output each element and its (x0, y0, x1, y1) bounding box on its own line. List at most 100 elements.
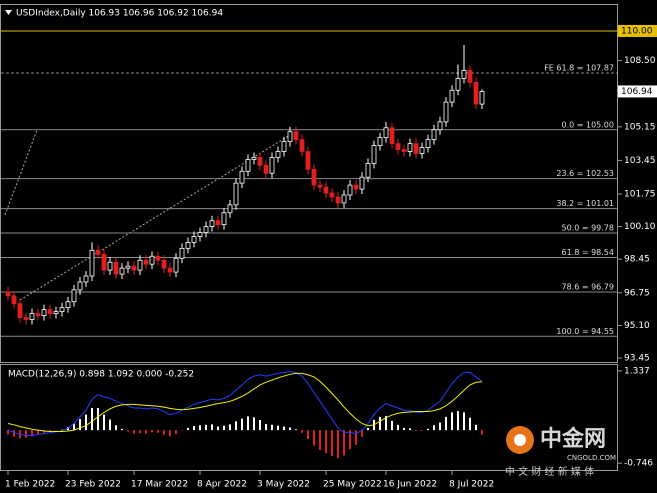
histogram-bar (415, 430, 417, 432)
histogram-bar (169, 430, 171, 437)
candle-body (101, 253, 107, 271)
candle-body (107, 261, 113, 271)
candle-body (479, 91, 485, 105)
fib-level-label: 0.0 = 105.00 (561, 120, 614, 129)
histogram-bar (187, 427, 189, 431)
histogram-bar (367, 427, 369, 431)
candle-body (455, 77, 461, 91)
candle-body (131, 265, 137, 271)
candle-body (5, 291, 11, 297)
candle-body (17, 303, 23, 318)
candle-body (359, 176, 365, 190)
candle-body (347, 184, 353, 196)
watermark-brand: 中金网 (540, 426, 606, 452)
histogram-bar (343, 430, 345, 456)
candle-body (167, 267, 173, 273)
y-tick-label: 95.10 (624, 321, 650, 331)
candle-body (233, 182, 239, 206)
histogram-bar (85, 414, 87, 431)
fib-level-label: 23.6 = 102.53 (556, 169, 614, 178)
candle-body (305, 151, 311, 170)
histogram-bar (103, 414, 105, 431)
histogram-bar (181, 430, 183, 431)
last-price-label: 106.94 (621, 87, 653, 97)
fib-trendline (4, 129, 38, 216)
histogram-bar (229, 424, 231, 431)
candle-body (437, 121, 443, 131)
histogram-bar (193, 426, 195, 431)
histogram-bar (307, 430, 309, 439)
candle-body (365, 162, 371, 178)
histogram-bar (31, 430, 33, 437)
x-tick-label: 8 Jul 2022 (449, 480, 494, 490)
histogram-bar (157, 430, 159, 433)
candle-body (149, 255, 155, 265)
candle-body (353, 184, 359, 190)
candle-body (419, 147, 425, 154)
macd-frame (0, 364, 618, 471)
histogram-bar (481, 430, 483, 435)
fib-trendline (19, 134, 291, 301)
histogram-bar (463, 412, 465, 431)
candle-body (317, 184, 323, 188)
candle-body (65, 301, 71, 309)
candle-body (47, 309, 53, 314)
y-tick-label: 93.45 (624, 354, 650, 364)
histogram-bar (253, 417, 255, 431)
histogram-bar (439, 422, 441, 431)
indicator-line (7, 371, 483, 436)
histogram-bar (37, 430, 39, 435)
candle-body (461, 70, 467, 79)
histogram-bar (319, 430, 321, 451)
x-tick-label: 8 Apr 2022 (197, 480, 247, 490)
fib-level-label: 100.0 = 94.55 (556, 327, 614, 336)
logo-inner (514, 434, 526, 446)
x-tick-label: 23 Feb 2022 (65, 480, 121, 490)
histogram-bar (79, 419, 81, 431)
histogram-bar (457, 411, 459, 431)
fib-level-label: 38.2 = 101.01 (556, 199, 614, 208)
histogram-bar (205, 424, 207, 431)
candle-body (389, 127, 395, 145)
histogram-bar (133, 430, 135, 434)
candle-body (413, 143, 419, 154)
candle-body (53, 311, 59, 314)
indicator-line (7, 372, 483, 432)
chart-title: USDIndex,Daily 106.93 106.96 106.92 106.… (16, 9, 223, 19)
histogram-bar (325, 430, 327, 454)
histogram-bar (73, 423, 75, 431)
candle-body (179, 247, 185, 259)
candle-body (383, 127, 389, 139)
menu-arrow (5, 10, 12, 15)
candle-body (431, 129, 437, 141)
highlight-price-box (618, 24, 657, 37)
candle-body (449, 89, 455, 103)
x-tick-label: 1 Feb 2022 (5, 480, 55, 490)
candle-body (23, 317, 29, 320)
last-price-box (618, 85, 657, 98)
candle-body (221, 212, 227, 226)
histogram-bar (283, 426, 285, 431)
histogram-bar (355, 430, 357, 445)
candle-body (113, 261, 119, 275)
candle-body (257, 157, 263, 166)
fib-level-label: 78.6 = 96.79 (561, 283, 614, 292)
candle-body (185, 242, 191, 249)
marks: 93.45 95.10 96.75 98.45 100.10 101.75 103.45 10… (1, 24, 657, 490)
candle-body (41, 309, 47, 316)
histogram-bar (337, 430, 339, 459)
candle-body (161, 259, 167, 269)
candle-body (143, 259, 149, 265)
candle-body (335, 196, 341, 204)
histogram-bar (217, 426, 219, 431)
candle-body (119, 267, 125, 275)
y-tick-label: 108.50 (624, 56, 656, 66)
histogram-bar (115, 425, 117, 431)
candle-body (275, 151, 281, 158)
histogram-bar (49, 430, 51, 432)
watermark-site: CNGOLD.COM (567, 454, 616, 462)
histogram-bar (13, 430, 15, 437)
histogram-bar (67, 427, 69, 431)
histogram-bar (379, 416, 381, 431)
